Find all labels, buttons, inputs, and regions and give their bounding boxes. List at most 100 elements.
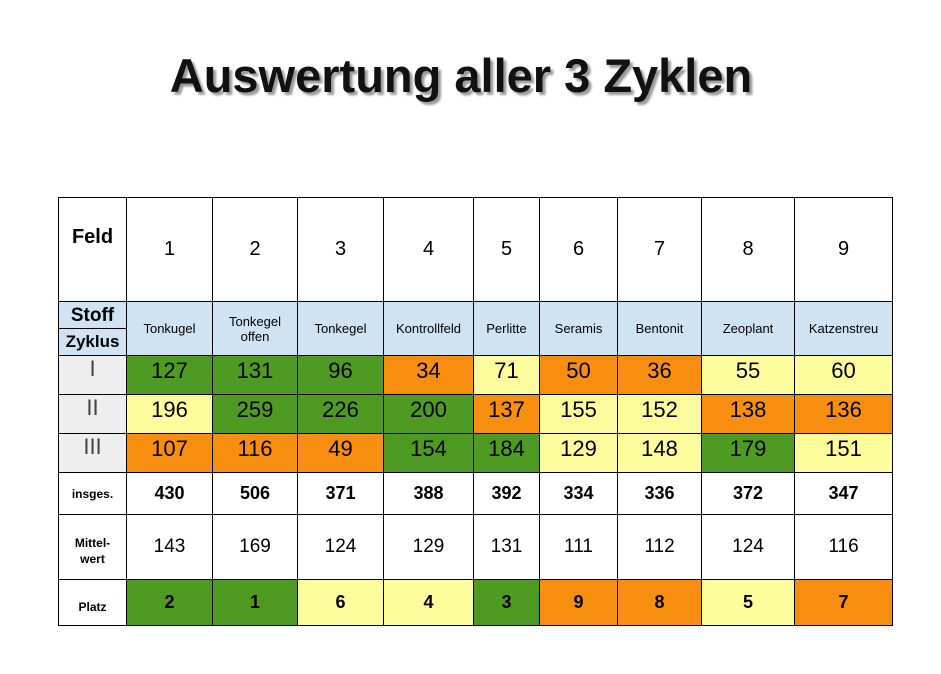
stoff-zyklus-label: Stoff Zyklus: [58, 301, 127, 356]
insges-value: 334: [539, 472, 618, 515]
feld-number: 7: [617, 197, 702, 302]
mittelwert-value: 112: [617, 514, 702, 580]
mittelwert-value: 124: [701, 514, 795, 580]
stoff-name: Katzenstreu: [794, 301, 893, 356]
platz-value: 6: [297, 579, 384, 626]
mittelwert-value: 111: [539, 514, 618, 580]
zyklus-value: 34: [383, 355, 474, 395]
zyklus-value-value: 127: [151, 358, 188, 383]
zyklus-value-value: 107: [151, 436, 188, 461]
feld-number: 8: [701, 197, 795, 302]
stoff-name: Tonkugel: [126, 301, 213, 356]
zyklus-value: 137: [473, 394, 540, 434]
zyklus-value: 155: [539, 394, 618, 434]
zyklus-value: 179: [701, 433, 795, 473]
platz-value: 9: [539, 579, 618, 626]
platz-value: 1: [212, 579, 298, 626]
stoff-name: Perlitte: [473, 301, 540, 356]
zyklus-value: 60: [794, 355, 893, 395]
zyklus-value: 152: [617, 394, 702, 434]
zyklus-value: 184: [473, 433, 540, 473]
insges-value: 372: [701, 472, 795, 515]
zyklus-value-value: 34: [416, 358, 441, 383]
stoff-name: Kontrollfeld: [383, 301, 474, 356]
zyklus-row-label: II: [58, 394, 127, 434]
zyklus-value-value: 154: [410, 436, 447, 461]
mittelwert-value: 129: [383, 514, 474, 580]
mittelwert-value: 116: [794, 514, 893, 580]
feld-number: 9: [794, 197, 893, 302]
table-row-mittelwert: Mittel- wert 143 169 124 129 131 111 112 124 116: [58, 514, 893, 580]
zyklus-value-value: 259: [236, 397, 274, 422]
zyklus-value-value: 36: [647, 358, 672, 383]
feld-number: 6: [539, 197, 618, 302]
zyklus-value: 151: [794, 433, 893, 473]
table-row-zyklus-3: III 107 116 49 154 184 129 148 179 151: [58, 433, 893, 473]
zyklus-value-value: 148: [641, 436, 678, 461]
zyklus-value: 96: [297, 355, 384, 395]
stoff-name: Tonkegel: [297, 301, 384, 356]
zyklus-value-value: 60: [831, 358, 856, 383]
zyklus-value-value: 49: [328, 436, 353, 461]
zyklus-value: 148: [617, 433, 702, 473]
insges-value: 392: [473, 472, 540, 515]
platz-value: 5: [701, 579, 795, 626]
zyklus-label: Zyklus: [65, 331, 120, 351]
zyklus-value-value: 55: [735, 358, 761, 383]
feld-number: 5: [473, 197, 540, 302]
zyklus-value-value: 226: [322, 397, 359, 422]
table-row-zyklus-2: II 196 259 226 200 137 155 152 138 136: [58, 394, 893, 434]
zyklus-value-value: 50: [566, 358, 591, 383]
zyklus-value: 136: [794, 394, 893, 434]
page-title: Auswertung aller 3 Zyklen: [169, 49, 753, 102]
zyklus-value: 71: [473, 355, 540, 395]
stoff-name: Tonkegel offen: [212, 301, 298, 356]
mittelwert-value: 131: [473, 514, 540, 580]
zyklus-value: 226: [297, 394, 384, 434]
stoff-name: Zeoplant: [701, 301, 795, 356]
zyklus-value: 131: [212, 355, 298, 395]
zyklus-value: 49: [297, 433, 384, 473]
platz-value: 7: [794, 579, 893, 626]
zyklus-value: 259: [212, 394, 298, 434]
table-row-insges: insges. 430 506 371 388 392 334 336 372 347: [58, 472, 893, 515]
zyklus-value-value: 136: [825, 397, 862, 422]
platz-value: 8: [617, 579, 702, 626]
feld-number: 2: [212, 197, 298, 302]
mittelwert-value: 124: [297, 514, 384, 580]
platz-value: 4: [383, 579, 474, 626]
zyklus-value-value: 200: [410, 397, 447, 422]
stoff-name: Seramis: [539, 301, 618, 356]
zyklus-value: 138: [701, 394, 795, 434]
zyklus-value-value: 151: [825, 436, 862, 461]
zyklus-value: 196: [126, 394, 213, 434]
platz-value: 3: [473, 579, 540, 626]
zyklus-value-value: 137: [488, 397, 525, 422]
insges-value: 506: [212, 472, 298, 515]
zyklus-value-value: 129: [560, 436, 597, 461]
feld-number: 4: [383, 197, 474, 302]
zyklus-value: 129: [539, 433, 618, 473]
zyklus-value: 50: [539, 355, 618, 395]
insges-value: 336: [617, 472, 702, 515]
zyklus-value-value: 184: [488, 436, 525, 461]
mittelwert-value: 169: [212, 514, 298, 580]
insges-value: 430: [126, 472, 213, 515]
zyklus-row-label: III: [58, 433, 127, 473]
zyklus-value-value: 116: [237, 436, 273, 461]
insges-value: 347: [794, 472, 893, 515]
insges-value: 371: [297, 472, 384, 515]
zyklus-value: 55: [701, 355, 795, 395]
zyklus-value: 36: [617, 355, 702, 395]
table-row-zyklus-1: I 127 131 96 34 71 50 36 55 60: [58, 355, 893, 395]
zyklus-value-value: 155: [560, 397, 597, 422]
zyklus-value-value: 152: [641, 397, 678, 422]
zyklus-value-value: 196: [151, 397, 188, 422]
zyklus-row-label: I: [58, 355, 127, 395]
platz-value: 2: [126, 579, 213, 626]
feld-label: Feld: [58, 197, 127, 302]
zyklus-value: 154: [383, 433, 474, 473]
feld-number: 1: [126, 197, 213, 302]
stoff-label: Stoff: [59, 303, 126, 329]
